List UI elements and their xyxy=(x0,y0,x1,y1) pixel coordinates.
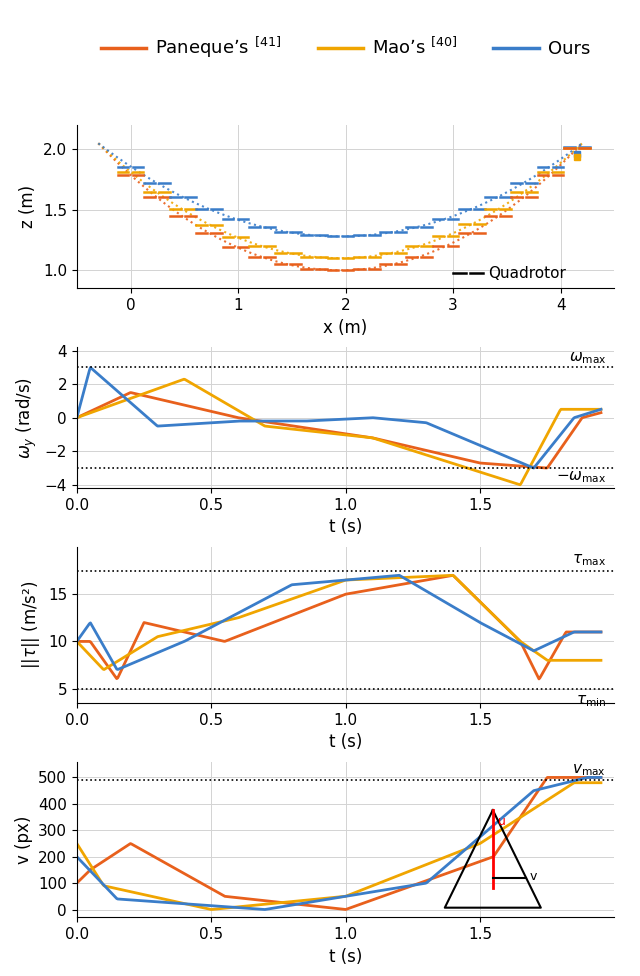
Text: $\omega_{\mathrm{max}}$: $\omega_{\mathrm{max}}$ xyxy=(569,350,606,366)
X-axis label: x (m): x (m) xyxy=(323,319,368,337)
Text: $\tau_{\mathrm{min}}$: $\tau_{\mathrm{min}}$ xyxy=(576,693,606,710)
Text: $-\omega_{\mathrm{max}}$: $-\omega_{\mathrm{max}}$ xyxy=(556,469,606,485)
Text: Quadrotor: Quadrotor xyxy=(488,265,566,281)
Y-axis label: $\omega_y$ (rad/s): $\omega_y$ (rad/s) xyxy=(15,377,39,459)
Text: u: u xyxy=(498,815,506,828)
X-axis label: t (s): t (s) xyxy=(329,733,362,752)
Y-axis label: z (m): z (m) xyxy=(19,185,37,228)
Legend: Paneque’s $^{[41]}$, Mao’s $^{[40]}$, Ours: Paneque’s $^{[41]}$, Mao’s $^{[40]}$, Ou… xyxy=(94,28,597,67)
X-axis label: t (s): t (s) xyxy=(329,948,362,965)
Text: $\tau_{\mathrm{max}}$: $\tau_{\mathrm{max}}$ xyxy=(572,552,606,568)
X-axis label: t (s): t (s) xyxy=(329,518,362,537)
Y-axis label: $||\tau||$ (m/s²): $||\tau||$ (m/s²) xyxy=(20,581,42,670)
Y-axis label: v (px): v (px) xyxy=(15,815,33,864)
Text: $v_{\mathrm{max}}$: $v_{\mathrm{max}}$ xyxy=(572,762,606,778)
Text: v: v xyxy=(529,871,537,883)
